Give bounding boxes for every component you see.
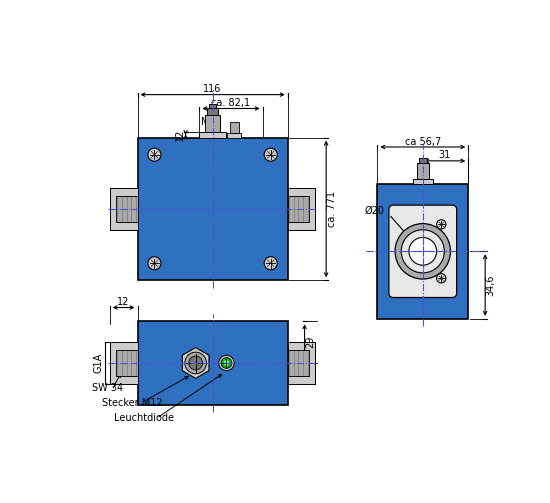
- FancyBboxPatch shape: [389, 205, 456, 297]
- Bar: [116, 196, 138, 222]
- Bar: [207, 108, 218, 115]
- Circle shape: [402, 230, 444, 273]
- Text: 116: 116: [204, 84, 222, 94]
- Text: Leuchtdiode: Leuchtdiode: [114, 413, 174, 424]
- Text: SW 34: SW 34: [92, 383, 123, 393]
- Bar: [419, 158, 427, 163]
- Circle shape: [264, 148, 277, 161]
- Bar: [138, 138, 288, 280]
- Bar: [288, 196, 309, 222]
- Text: 34,6: 34,6: [486, 274, 496, 296]
- Text: ca 56,7: ca 56,7: [405, 137, 441, 146]
- Text: G1A: G1A: [94, 353, 104, 373]
- Circle shape: [185, 352, 206, 374]
- Bar: [110, 342, 138, 384]
- Bar: [210, 104, 216, 108]
- Circle shape: [437, 274, 446, 283]
- Bar: [205, 115, 220, 132]
- Circle shape: [395, 224, 450, 279]
- Bar: [227, 133, 241, 138]
- Text: M12: M12: [201, 117, 222, 127]
- Circle shape: [148, 257, 161, 270]
- Text: Ø20: Ø20: [365, 206, 385, 216]
- Circle shape: [264, 257, 277, 270]
- Bar: [229, 122, 239, 133]
- Bar: [412, 179, 433, 184]
- Bar: [417, 163, 429, 179]
- Circle shape: [437, 220, 446, 229]
- Circle shape: [409, 237, 437, 265]
- Text: 29: 29: [305, 336, 315, 349]
- Text: 12: 12: [118, 297, 130, 307]
- Bar: [200, 132, 226, 138]
- Bar: [110, 188, 138, 230]
- Text: ca. 771: ca. 771: [327, 191, 337, 227]
- Text: Stecker M12: Stecker M12: [102, 398, 163, 408]
- Circle shape: [221, 358, 232, 368]
- Text: 12: 12: [175, 128, 185, 141]
- Text: ca. 82,1: ca. 82,1: [212, 98, 251, 108]
- Circle shape: [219, 355, 234, 371]
- Bar: [288, 350, 309, 376]
- Circle shape: [189, 356, 202, 370]
- Bar: [138, 321, 288, 404]
- Bar: [377, 184, 468, 319]
- Polygon shape: [182, 348, 209, 378]
- Circle shape: [148, 148, 161, 161]
- Bar: [288, 188, 315, 230]
- Bar: [116, 350, 138, 376]
- Circle shape: [224, 360, 229, 366]
- Bar: [288, 342, 315, 384]
- Text: 31: 31: [438, 150, 451, 160]
